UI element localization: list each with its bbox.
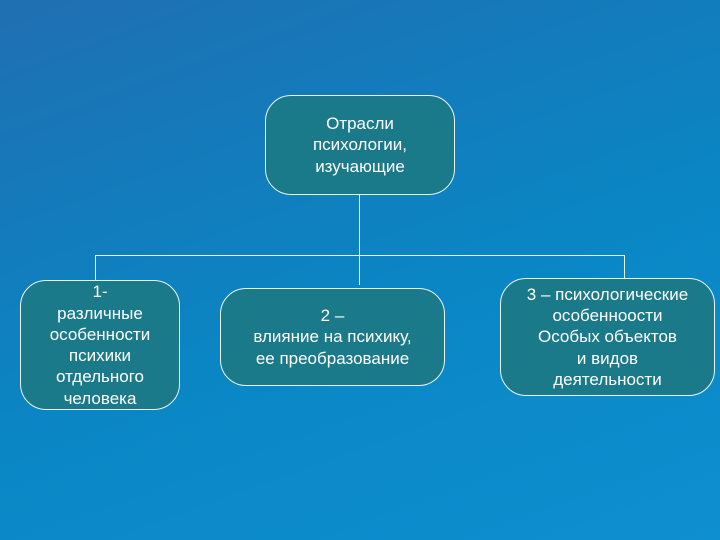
child-node-1: 2 –влияние на психику,ее преобразование bbox=[220, 288, 445, 386]
connector-drop-1 bbox=[359, 255, 360, 285]
slide: Отраслипсихологии,изучающие 1-различныео… bbox=[0, 0, 720, 540]
child-node-2: 3 – психологическиеособенноостиОсобых об… bbox=[500, 278, 715, 396]
root-node: Отраслипсихологии,изучающие bbox=[265, 95, 455, 195]
connector-trunk bbox=[359, 195, 360, 255]
child-label-1: 2 –влияние на психику,ее преобразование bbox=[253, 305, 411, 369]
child-label-0: 1-различныеособенностипсихикиотдельногоч… bbox=[50, 281, 151, 409]
connector-hbar bbox=[95, 255, 625, 256]
child-node-0: 1-различныеособенностипсихикиотдельногоч… bbox=[20, 280, 180, 410]
child-label-2: 3 – психологическиеособенноостиОсобых об… bbox=[527, 284, 688, 390]
root-label: Отраслипсихологии,изучающие bbox=[313, 113, 407, 177]
